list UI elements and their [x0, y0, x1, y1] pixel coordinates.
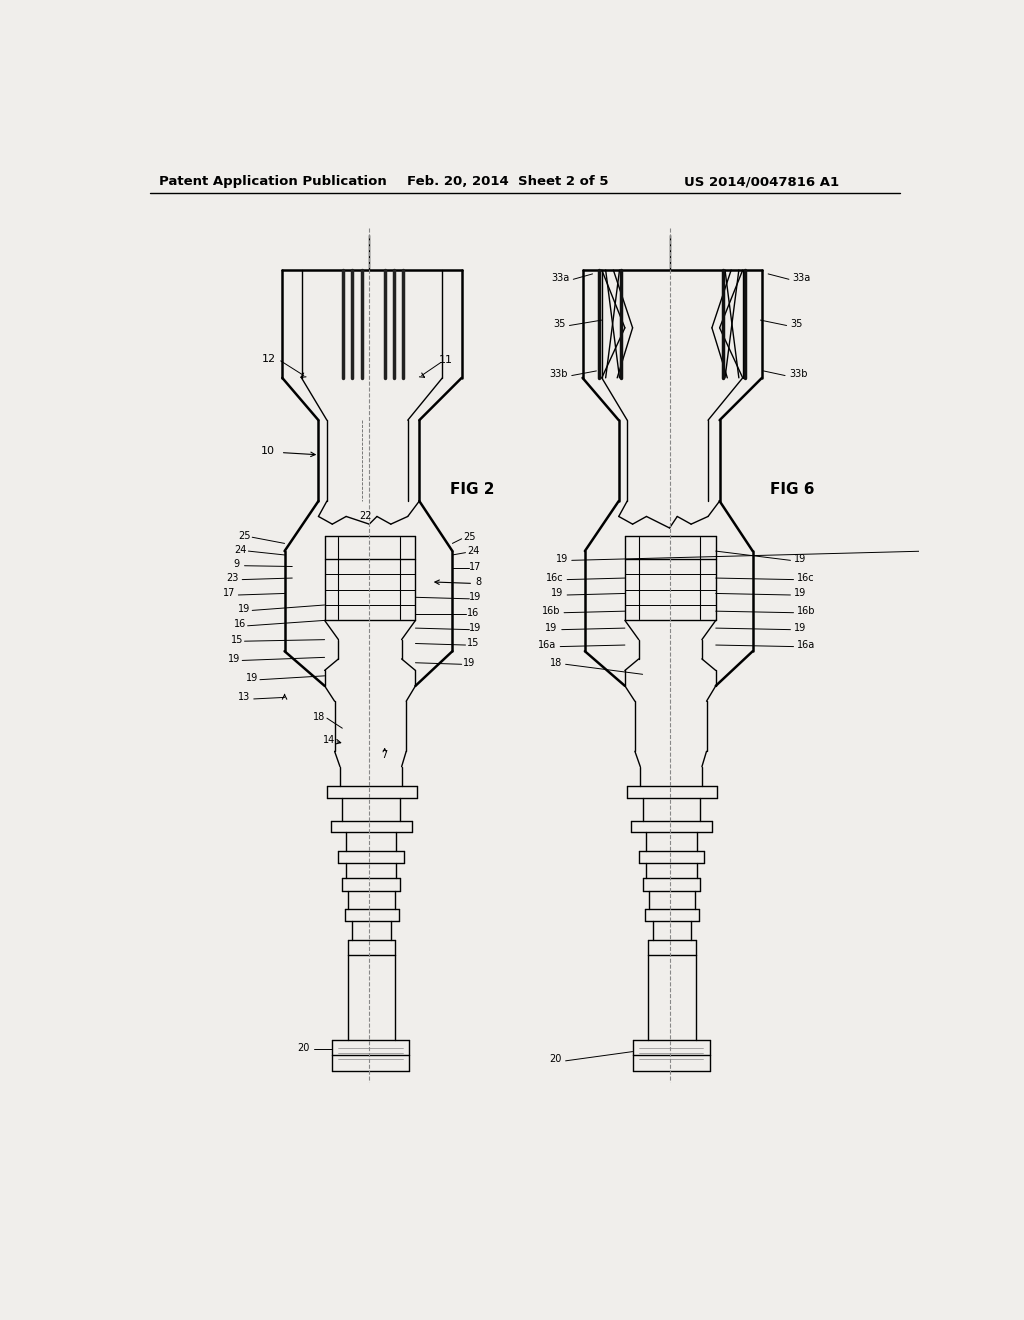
Text: 19: 19: [246, 673, 258, 684]
Text: 33b: 33b: [550, 370, 568, 379]
Text: 24: 24: [467, 546, 479, 556]
Text: 9: 9: [233, 560, 240, 569]
Text: 33b: 33b: [788, 370, 807, 379]
Text: 19: 19: [469, 593, 481, 602]
Text: 19: 19: [795, 623, 807, 634]
Text: FIG 2: FIG 2: [451, 482, 495, 498]
Text: 20: 20: [550, 1055, 562, 1064]
Text: Feb. 20, 2014  Sheet 2 of 5: Feb. 20, 2014 Sheet 2 of 5: [408, 176, 608, 187]
Text: 14: 14: [324, 735, 335, 744]
Text: 20: 20: [298, 1043, 310, 1053]
Text: 19: 19: [545, 623, 557, 634]
Text: 33a: 33a: [551, 273, 569, 282]
Text: 25: 25: [463, 532, 475, 543]
Text: 17: 17: [469, 561, 481, 572]
Text: 35: 35: [553, 319, 565, 329]
Text: 24: 24: [234, 545, 247, 554]
Text: 19: 19: [239, 603, 251, 614]
Text: 18: 18: [313, 711, 326, 722]
Text: 12: 12: [262, 354, 276, 363]
Text: 10: 10: [261, 446, 274, 455]
Text: 15: 15: [467, 639, 479, 648]
Text: 16b: 16b: [542, 606, 560, 616]
Text: 16a: 16a: [798, 640, 816, 649]
Text: 16c: 16c: [798, 573, 815, 583]
Text: 11: 11: [439, 355, 454, 366]
Text: 19: 19: [556, 554, 568, 564]
Text: 35: 35: [791, 319, 803, 329]
Text: 23: 23: [226, 573, 239, 583]
Text: 19: 19: [795, 554, 807, 564]
Text: FIG 6: FIG 6: [770, 482, 814, 498]
Text: 15: 15: [230, 635, 243, 644]
Text: 8: 8: [475, 577, 481, 587]
Text: 16a: 16a: [539, 640, 556, 649]
Text: 25: 25: [239, 531, 251, 541]
Text: Patent Application Publication: Patent Application Publication: [159, 176, 387, 187]
Text: 19: 19: [228, 653, 241, 664]
Text: 17: 17: [223, 589, 236, 598]
Text: 16c: 16c: [546, 573, 563, 583]
Text: 18: 18: [550, 657, 562, 668]
Text: 19: 19: [795, 589, 807, 598]
Text: US 2014/0047816 A1: US 2014/0047816 A1: [684, 176, 840, 187]
Text: 33a: 33a: [793, 273, 811, 282]
Text: 16b: 16b: [798, 606, 816, 616]
Text: 19: 19: [551, 589, 563, 598]
Text: 22: 22: [359, 511, 372, 521]
Text: 19: 19: [469, 623, 481, 634]
Text: 16: 16: [233, 619, 246, 630]
Text: 13: 13: [239, 693, 251, 702]
Text: 19: 19: [463, 657, 475, 668]
Text: 7: 7: [382, 750, 388, 760]
Text: 16: 16: [467, 607, 479, 618]
